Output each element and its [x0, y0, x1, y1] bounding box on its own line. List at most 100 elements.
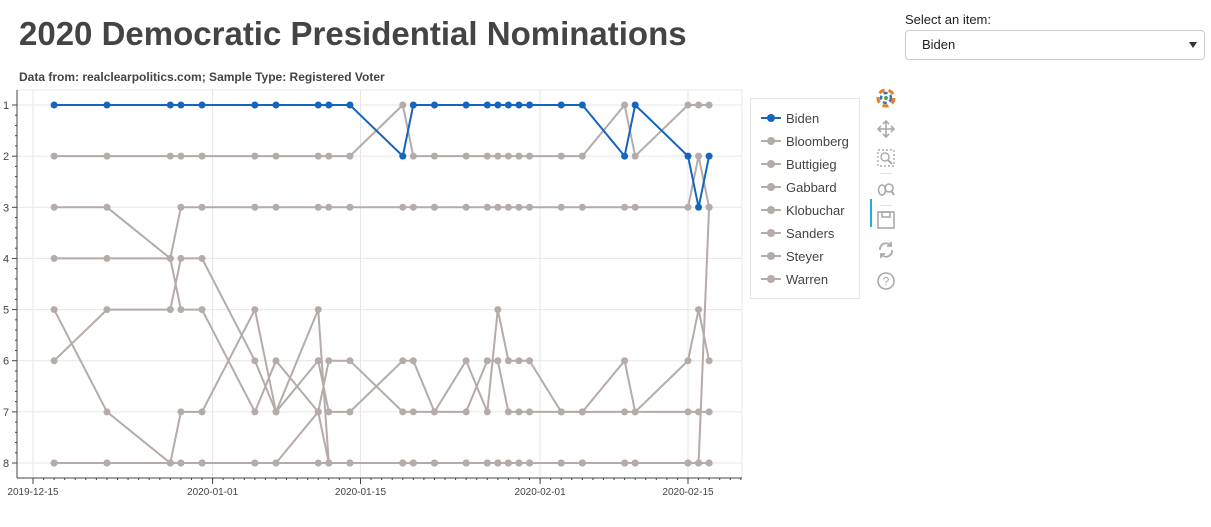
data-point: [504, 459, 512, 467]
legend-swatch: [761, 204, 781, 216]
data-point: [314, 203, 322, 211]
data-point: [504, 152, 512, 160]
legend-item-bloomberg[interactable]: Bloomberg: [761, 131, 849, 151]
data-point: [705, 152, 713, 160]
data-point: [483, 203, 491, 211]
data-point: [684, 357, 692, 365]
data-point: [325, 203, 333, 211]
series-biden: [50, 101, 713, 211]
y-tick-label: 6: [3, 356, 9, 368]
data-point: [166, 152, 174, 160]
legend-label: Sanders: [786, 225, 835, 241]
data-point: [504, 203, 512, 211]
data-point: [515, 101, 523, 109]
data-point: [346, 459, 354, 467]
legend-item-buttigieg[interactable]: Buttigieg: [761, 154, 837, 174]
chevron-down-icon: [1189, 42, 1197, 48]
legend-item-warren[interactable]: Warren: [761, 269, 828, 289]
data-point: [103, 152, 111, 160]
save-icon[interactable]: [874, 208, 898, 232]
data-point: [177, 459, 185, 467]
data-point: [272, 408, 280, 416]
data-point: [177, 408, 185, 416]
data-point: [50, 357, 58, 365]
data-point: [462, 101, 470, 109]
data-point: [50, 254, 58, 262]
data-point: [462, 203, 470, 211]
legend-swatch: [761, 158, 781, 170]
data-point: [346, 408, 354, 416]
series-line-biden: [54, 103, 711, 208]
data-point: [177, 101, 185, 109]
series-layer: [50, 101, 713, 467]
toolbar-separator: [880, 205, 892, 206]
data-point: [251, 203, 259, 211]
data-point: [695, 408, 703, 416]
help-icon[interactable]: ?: [874, 269, 898, 293]
data-point: [325, 357, 333, 365]
y-tick-label: 7: [3, 407, 9, 419]
data-point: [325, 459, 333, 467]
series-line-bloomberg: [54, 306, 710, 464]
data-point: [272, 101, 280, 109]
data-point: [621, 152, 629, 160]
active-tool-indicator: [870, 199, 872, 227]
axes: 1 2 3 4 5 6 7 8 2019-12-15 2020-01-01 2020-01-15 20…: [3, 90, 742, 498]
data-point: [494, 459, 502, 467]
data-point: [409, 408, 417, 416]
data-point: [50, 203, 58, 211]
toolbar-separator: [880, 173, 892, 174]
data-point: [251, 408, 259, 416]
data-point: [631, 408, 639, 416]
data-point: [314, 101, 322, 109]
data-point: [325, 408, 333, 416]
data-point: [198, 306, 206, 314]
legend-item-gabbard[interactable]: Gabbard: [761, 177, 837, 197]
data-point: [166, 306, 174, 314]
y-tick-label: 3: [3, 202, 9, 214]
data-point: [557, 459, 565, 467]
data-point: [177, 306, 185, 314]
rank-chart[interactable]: 1 2 3 4 5 6 7 8 2019-12-15 2020-01-01 2020-01-15 20…: [0, 85, 745, 515]
wheel-zoom-icon[interactable]: [874, 177, 898, 201]
data-point: [494, 357, 502, 365]
data-point: [462, 357, 470, 365]
data-point: [409, 357, 417, 365]
data-point: [272, 357, 280, 365]
legend-item-biden[interactable]: Biden: [761, 108, 819, 128]
data-point: [325, 152, 333, 160]
data-point: [177, 152, 185, 160]
data-point: [515, 459, 523, 467]
legend-item-steyer[interactable]: Steyer: [761, 246, 824, 266]
reset-icon[interactable]: [874, 238, 898, 262]
data-point: [494, 101, 502, 109]
data-point: [526, 203, 534, 211]
data-point: [621, 203, 629, 211]
data-point: [346, 203, 354, 211]
legend-item-sanders[interactable]: Sanders: [761, 223, 834, 243]
bokeh-logo-icon[interactable]: [874, 86, 898, 110]
data-point: [314, 152, 322, 160]
data-point: [50, 306, 58, 314]
legend-item-klobuchar[interactable]: Klobuchar: [761, 200, 845, 220]
box-zoom-icon[interactable]: [874, 146, 898, 170]
series-steyer: [50, 459, 713, 467]
data-point: [399, 101, 407, 109]
item-select-dropdown[interactable]: Biden: [905, 30, 1205, 60]
x-tick-label: 2020-01-01: [187, 487, 239, 498]
legend-label: Bloomberg: [786, 133, 849, 149]
data-point: [251, 306, 259, 314]
data-point: [177, 254, 185, 262]
data-point: [631, 152, 639, 160]
pan-icon[interactable]: [874, 117, 898, 141]
data-point: [578, 101, 586, 109]
data-point: [346, 101, 354, 109]
x-tick-label: 2019-12-15: [7, 487, 59, 498]
data-point: [483, 101, 491, 109]
data-point: [272, 152, 280, 160]
data-point: [409, 203, 417, 211]
series-line-gabbard: [54, 206, 710, 415]
data-point: [695, 459, 703, 467]
data-point: [166, 459, 174, 467]
legend-swatch: [761, 135, 781, 147]
